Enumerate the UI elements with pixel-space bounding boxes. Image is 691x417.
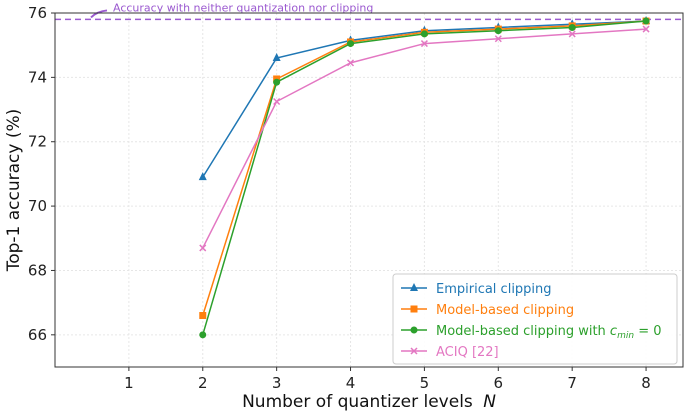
legend-box	[392, 273, 678, 365]
x-tick-label: 8	[641, 374, 651, 392]
data-point	[273, 78, 281, 86]
data-point	[494, 27, 502, 35]
x-tick-label: 7	[567, 374, 577, 392]
x-tick-label: 3	[272, 374, 282, 392]
data-point	[346, 59, 355, 67]
x-axis-title: Number of quantizer levels N	[242, 392, 496, 412]
data-point	[199, 312, 207, 320]
data-point	[198, 172, 207, 181]
y-tick-label: 70	[28, 197, 47, 215]
legend-marker	[410, 283, 418, 291]
data-point	[420, 30, 428, 38]
data-point	[199, 331, 207, 339]
legend-label: ACIQ [22]	[436, 345, 499, 360]
legend-label: Model-based clipping	[436, 303, 574, 318]
x-tick-label: 2	[198, 374, 208, 392]
data-point	[642, 25, 650, 33]
legend-entry: Model-based clipping	[401, 303, 574, 318]
y-axis-title: Top-1 accuracy (%)	[4, 109, 24, 273]
legend-entry: ACIQ [22]	[401, 345, 499, 360]
data-point	[568, 30, 576, 38]
data-point	[199, 244, 207, 252]
series-3	[199, 17, 650, 339]
x-tick-label: 1	[124, 374, 134, 392]
legend-marker	[410, 326, 418, 334]
x-axis-ticks: 1 2 3 4 5 6 7 8	[124, 367, 651, 392]
x-tick-label: 5	[420, 374, 430, 392]
legend-label: Empirical clipping	[436, 282, 552, 297]
y-tick-label: 76	[28, 4, 47, 22]
x-axis-title-variable: N	[483, 392, 496, 412]
legend-label: Model-based clipping with cmin = 0	[436, 324, 662, 341]
legend: Empirical clipping Model-based clipping Mo…	[392, 273, 678, 365]
data-point	[568, 23, 576, 31]
legend-marker	[410, 347, 418, 355]
series-group	[198, 16, 651, 339]
legend-marker	[410, 305, 418, 313]
x-tick-label: 4	[346, 374, 356, 392]
data-point	[347, 40, 355, 48]
x-axis-title-text: Number of quantizer levels	[242, 392, 473, 412]
plot-frame	[54, 12, 684, 368]
data-point	[273, 97, 281, 106]
annotation-arrow	[90, 9, 108, 19]
reference-line-label: Accuracy with neither quantization nor c…	[113, 1, 373, 14]
data-point	[494, 35, 502, 43]
y-tick-label: 66	[28, 326, 47, 344]
reference-line-group: Accuracy with neither quantization nor c…	[55, 1, 683, 21]
series-4	[199, 25, 650, 252]
y-tick-label: 74	[28, 68, 47, 86]
x-tick-label: 6	[494, 374, 504, 392]
data-point	[642, 17, 650, 25]
legend-entry: Empirical clipping	[401, 282, 552, 297]
y-tick-label: 72	[28, 133, 47, 151]
legend-entry: Model-based clipping with cmin = 0	[401, 324, 662, 341]
data-point	[272, 53, 281, 62]
data-point	[420, 40, 428, 48]
y-tick-label: 68	[28, 261, 47, 279]
y-axis-ticks: 66 68 70 72 74 76	[28, 4, 55, 344]
